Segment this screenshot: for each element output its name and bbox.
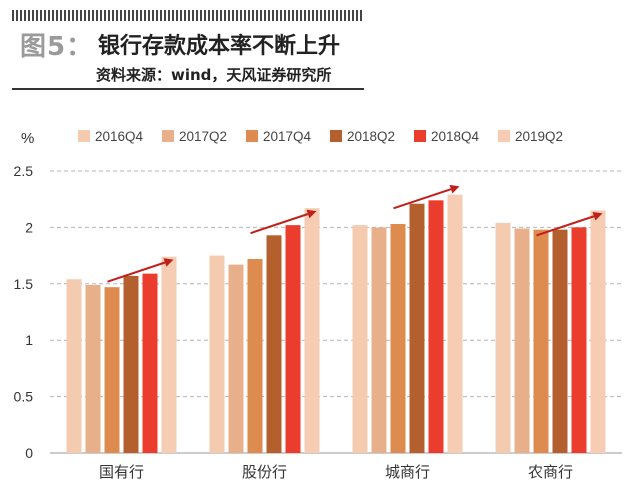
bar [228,264,244,453]
legend-label: 2018Q4 [431,129,480,144]
trend-arrow-line [536,215,595,237]
source-note: 资料来源：wind，天风证券研究所 [96,66,332,84]
figure-label: 图5： [20,32,94,62]
axes: 0 0.5 1 1.5 2 2.5% 国有行 股份行 城商行 农商行 [14,130,622,481]
legend-label: 2017Q2 [179,129,227,144]
trend-arrow-head [592,211,603,221]
legend-swatch [78,130,90,142]
bar [66,279,82,453]
legend-swatch [246,130,258,142]
bar [590,210,606,453]
bars [66,194,606,454]
bar [85,284,101,453]
bar [266,235,282,453]
bar [495,222,511,453]
y-tick-label: 1.5 [14,276,34,292]
legend-swatch [162,130,174,142]
figure-title-row: 图5： 银行存款成本率不断上升 [12,26,370,62]
legend-swatch [498,130,510,142]
legend: 2016Q4 2017Q2 2017Q4 2018Q2 2018Q4 2019Q2 [78,129,563,144]
legend-swatch [330,130,342,142]
bar [390,224,406,453]
bar [304,208,320,453]
y-tick-label: 2.5 [14,163,34,179]
y-tick-label: 1 [25,332,33,348]
header-rule [12,88,364,90]
trend-arrow-line [393,188,452,210]
bar [447,194,463,454]
bar [371,227,387,453]
legend-label: 2019Q2 [515,129,563,144]
y-tick-label: 0 [25,445,33,461]
x-tick-label: 股份行 [242,464,287,481]
bar [428,200,444,453]
bar [161,256,177,453]
figure-title: 银行存款成本率不断上升 [98,34,341,59]
legend-label: 2016Q4 [95,129,144,144]
x-tick-label: 国有行 [99,464,144,481]
legend-swatch [414,130,426,142]
x-tick-label: 城商行 [385,464,430,481]
bar [209,255,225,453]
bar [533,229,549,453]
y-tick-label: 0.5 [14,389,34,405]
header-hatch-bar [12,10,364,21]
bar [104,287,120,453]
bar [571,227,587,453]
bar [285,225,301,453]
legend-label: 2018Q2 [347,129,395,144]
y-tick-label: 2 [25,219,33,235]
trend-arrow-line [250,213,309,235]
bar [352,225,368,453]
bar [409,203,425,453]
trend-arrow-line [107,261,166,283]
bar [514,228,530,453]
trend-arrows [107,184,603,283]
y-unit-label: % [21,130,34,147]
legend-label: 2017Q4 [263,129,312,144]
bar [123,275,139,453]
trend-arrow-head [163,258,174,267]
bar [247,258,263,453]
bar [552,229,568,453]
x-tick-label: 农商行 [528,464,573,481]
trend-arrow-head [306,209,317,219]
trend-arrow-head [449,184,460,194]
bar [142,273,158,453]
